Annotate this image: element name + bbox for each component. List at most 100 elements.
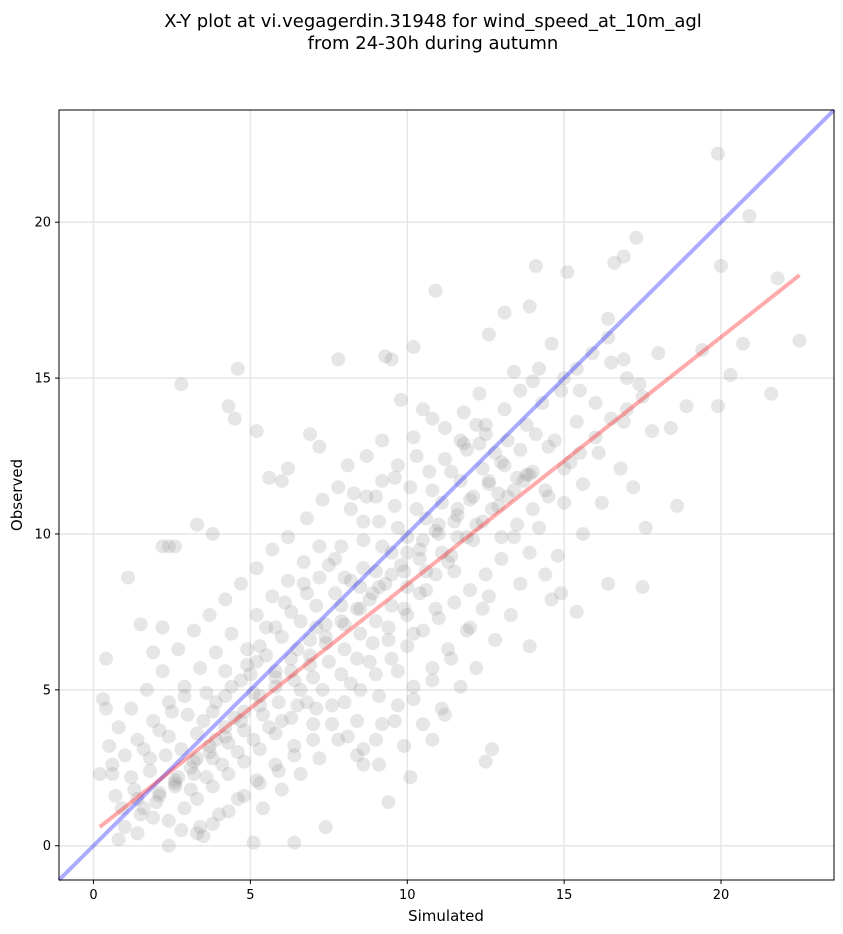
data-point bbox=[616, 414, 631, 429]
data-point bbox=[243, 667, 258, 682]
data-point bbox=[453, 433, 468, 448]
data-point bbox=[463, 620, 478, 635]
data-point bbox=[237, 788, 252, 803]
data-point bbox=[506, 530, 521, 545]
data-point bbox=[246, 835, 261, 850]
data-point bbox=[334, 598, 349, 613]
data-point bbox=[174, 823, 189, 838]
data-point bbox=[193, 820, 208, 835]
data-point bbox=[255, 801, 270, 816]
data-point bbox=[274, 629, 289, 644]
data-point bbox=[601, 576, 616, 591]
data-point bbox=[412, 551, 427, 566]
data-point bbox=[318, 820, 333, 835]
data-point bbox=[356, 533, 371, 548]
data-point bbox=[503, 608, 518, 623]
data-point bbox=[381, 620, 396, 635]
data-point bbox=[475, 514, 490, 529]
data-point bbox=[569, 604, 584, 619]
data-point bbox=[400, 579, 415, 594]
data-point bbox=[268, 664, 283, 679]
data-point bbox=[513, 383, 528, 398]
data-point bbox=[532, 520, 547, 535]
data-point bbox=[293, 767, 308, 782]
data-point bbox=[484, 502, 499, 517]
data-point bbox=[394, 558, 409, 573]
data-point bbox=[221, 735, 236, 750]
data-point bbox=[227, 411, 242, 426]
data-point bbox=[142, 751, 157, 766]
data-point bbox=[284, 604, 299, 619]
data-point bbox=[513, 442, 528, 457]
data-point bbox=[557, 495, 572, 510]
data-point bbox=[736, 336, 751, 351]
data-point bbox=[287, 835, 302, 850]
data-point bbox=[375, 539, 390, 554]
data-point bbox=[268, 620, 283, 635]
data-point bbox=[375, 717, 390, 732]
data-point bbox=[450, 530, 465, 545]
data-point bbox=[293, 614, 308, 629]
data-point bbox=[390, 664, 405, 679]
data-point bbox=[246, 685, 261, 700]
data-point bbox=[356, 742, 371, 757]
data-point bbox=[337, 642, 352, 657]
data-point bbox=[466, 533, 481, 548]
data-point bbox=[296, 576, 311, 591]
data-point bbox=[494, 455, 509, 470]
data-point bbox=[240, 642, 255, 657]
data-point bbox=[428, 283, 443, 298]
data-point bbox=[500, 489, 515, 504]
data-point bbox=[233, 673, 248, 688]
data-point bbox=[350, 714, 365, 729]
data-point bbox=[525, 464, 540, 479]
data-point bbox=[249, 561, 264, 576]
data-point bbox=[95, 692, 110, 707]
data-point bbox=[190, 791, 205, 806]
data-point bbox=[406, 626, 421, 641]
data-point bbox=[560, 265, 575, 280]
y-tick-label: 5 bbox=[43, 683, 51, 698]
data-point bbox=[544, 336, 559, 351]
data-point bbox=[437, 420, 452, 435]
data-point bbox=[208, 645, 223, 660]
data-point bbox=[428, 523, 443, 538]
data-point bbox=[569, 414, 584, 429]
data-point bbox=[453, 679, 468, 694]
data-point bbox=[406, 679, 421, 694]
data-point bbox=[437, 452, 452, 467]
data-point bbox=[168, 539, 183, 554]
data-point bbox=[415, 717, 430, 732]
data-point bbox=[478, 417, 493, 432]
data-point bbox=[350, 651, 365, 666]
data-point bbox=[337, 695, 352, 710]
data-point bbox=[412, 542, 427, 557]
data-point bbox=[271, 763, 286, 778]
data-point bbox=[522, 545, 537, 560]
data-point bbox=[346, 486, 361, 501]
data-point bbox=[359, 449, 374, 464]
data-point bbox=[469, 517, 484, 532]
data-point bbox=[318, 629, 333, 644]
data-point bbox=[212, 807, 227, 822]
data-point bbox=[488, 632, 503, 647]
data-point bbox=[500, 433, 515, 448]
x-tick-label: 5 bbox=[246, 888, 254, 903]
data-point bbox=[252, 639, 267, 654]
data-point bbox=[186, 767, 201, 782]
chart-title-line-2: from 24-30h during autumn bbox=[308, 33, 559, 54]
data-point bbox=[419, 564, 434, 579]
data-point bbox=[309, 620, 324, 635]
data-point bbox=[441, 642, 456, 657]
data-point bbox=[293, 682, 308, 697]
data-point bbox=[321, 654, 336, 669]
data-point bbox=[400, 545, 415, 560]
data-point bbox=[604, 355, 619, 370]
data-point bbox=[312, 751, 327, 766]
data-point bbox=[105, 767, 120, 782]
data-point bbox=[450, 508, 465, 523]
data-point bbox=[252, 698, 267, 713]
data-point bbox=[274, 714, 289, 729]
data-point bbox=[444, 651, 459, 666]
data-point bbox=[274, 782, 289, 797]
